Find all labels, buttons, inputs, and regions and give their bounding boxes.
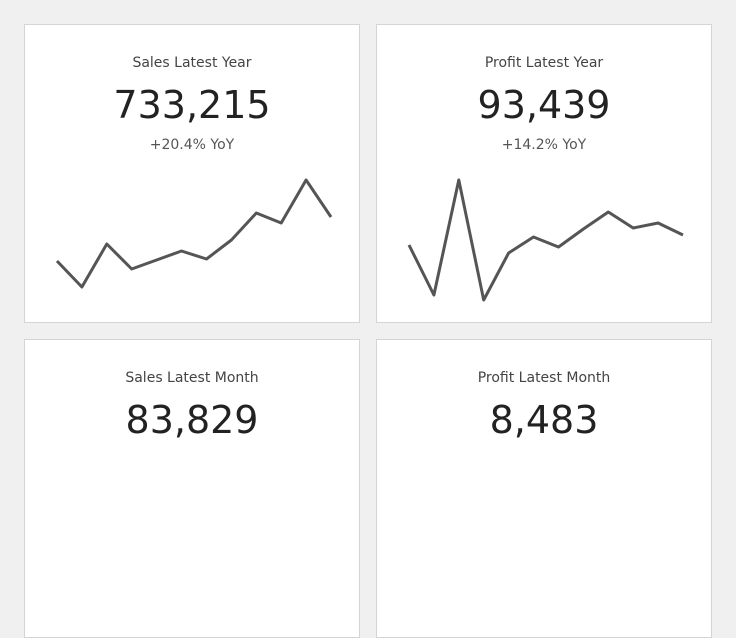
- kpi-value: 733,215: [113, 83, 271, 127]
- kpi-title: Profit Latest Year: [484, 55, 604, 71]
- kpi-change: +14.2% YoY: [501, 137, 587, 153]
- kpi-value: 83,829: [125, 398, 259, 442]
- kpi-card: Sales Latest Year 733,215 +20.4% YoY: [24, 24, 360, 323]
- sparkline: [407, 178, 684, 302]
- kpi-title: Sales Latest Month: [125, 370, 259, 386]
- kpi-card: Sales Latest Month 83,829: [24, 339, 360, 638]
- sparkline-area: [55, 178, 333, 289]
- kpi-value: 8,483: [489, 398, 599, 442]
- sparkline-area: [407, 178, 684, 302]
- kpi-card: Profit Latest Year 93,439 +14.2% YoY: [376, 24, 712, 323]
- dashboard: Sales Latest Year 733,215 +20.4% YoY Profit…: [24, 24, 712, 638]
- kpi-title: Profit Latest Month: [477, 370, 611, 386]
- kpi-title: Sales Latest Year: [132, 55, 252, 71]
- sparkline: [55, 178, 333, 289]
- kpi-value: 93,439: [477, 83, 611, 127]
- kpi-change: +20.4% YoY: [149, 137, 235, 153]
- kpi-card: Profit Latest Month 8,483: [376, 339, 712, 638]
